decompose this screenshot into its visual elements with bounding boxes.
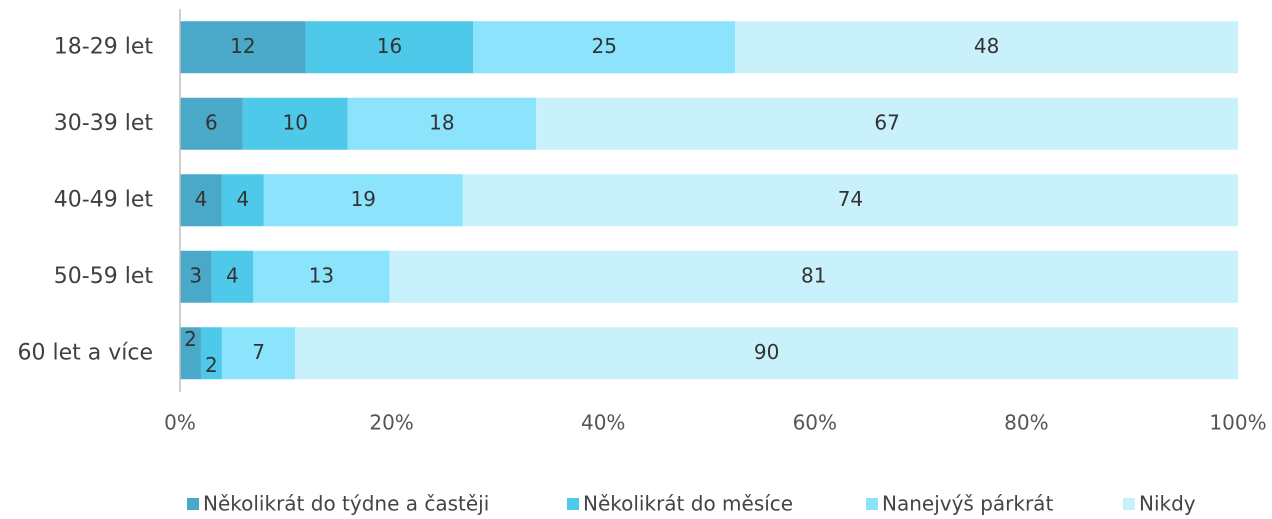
bar-segment xyxy=(263,174,463,227)
category-label: 18-29 let xyxy=(54,34,154,59)
value-label: 4 xyxy=(226,263,239,287)
value-label: 25 xyxy=(592,34,617,58)
x-tick-label: 80% xyxy=(1004,411,1048,435)
bar-segment xyxy=(347,97,537,150)
legend-label: Nikdy xyxy=(1139,492,1196,516)
legend-label: Několikrát do týdne a častěji xyxy=(203,492,489,516)
value-label: 16 xyxy=(377,34,402,58)
bar-segment xyxy=(735,21,1238,74)
bar-segment xyxy=(221,174,264,227)
value-label: 4 xyxy=(236,187,249,211)
bar-segment xyxy=(180,327,201,380)
bar-segment xyxy=(389,250,1238,303)
value-label: 12 xyxy=(230,34,255,58)
category-label: 40-49 let xyxy=(54,187,154,212)
bar-segment xyxy=(180,97,243,150)
value-label: 2 xyxy=(205,353,218,377)
value-label: 48 xyxy=(974,34,999,58)
bar-segment xyxy=(295,327,1238,380)
x-tick-label: 20% xyxy=(369,411,413,435)
bar-segment xyxy=(305,21,474,74)
x-tick-label: 40% xyxy=(581,411,625,435)
value-label: 4 xyxy=(195,187,208,211)
x-tick-label: 100% xyxy=(1209,411,1266,435)
category-label: 30-39 let xyxy=(54,111,154,136)
value-label: 13 xyxy=(309,263,334,287)
bar-segment xyxy=(473,21,736,74)
bar-segment xyxy=(536,97,1238,150)
legend-label: Několikrát do měsíce xyxy=(583,492,793,516)
value-label: 2 xyxy=(184,327,197,351)
value-label: 90 xyxy=(754,340,779,364)
bar-segment xyxy=(242,97,348,150)
bar-segment xyxy=(221,327,296,380)
legend-swatch xyxy=(567,498,579,510)
bar-segment xyxy=(200,327,222,380)
category-label: 50-59 let xyxy=(54,264,154,289)
value-label: 18 xyxy=(429,110,454,134)
bar-segment xyxy=(462,174,1239,227)
value-label: 67 xyxy=(874,110,899,134)
value-label: 3 xyxy=(189,263,202,287)
x-tick-label: 60% xyxy=(793,411,837,435)
legend-swatch xyxy=(1123,498,1135,510)
bar-segment xyxy=(180,174,222,227)
value-label: 7 xyxy=(252,340,265,364)
bar-segment xyxy=(180,21,306,74)
value-label: 74 xyxy=(838,187,863,211)
value-label: 6 xyxy=(205,110,218,134)
bar-segment xyxy=(211,250,254,303)
category-label: 60 let a více xyxy=(18,340,154,365)
bar-segment xyxy=(253,250,390,303)
legend-swatch xyxy=(866,498,878,510)
bar-segment xyxy=(180,250,212,303)
legend-swatch xyxy=(187,498,199,510)
value-label: 81 xyxy=(801,263,826,287)
value-label: 10 xyxy=(283,110,308,134)
x-tick-label: 0% xyxy=(164,411,196,435)
legend-label: Nanejvýš párkrát xyxy=(882,492,1053,516)
value-label: 19 xyxy=(351,187,376,211)
